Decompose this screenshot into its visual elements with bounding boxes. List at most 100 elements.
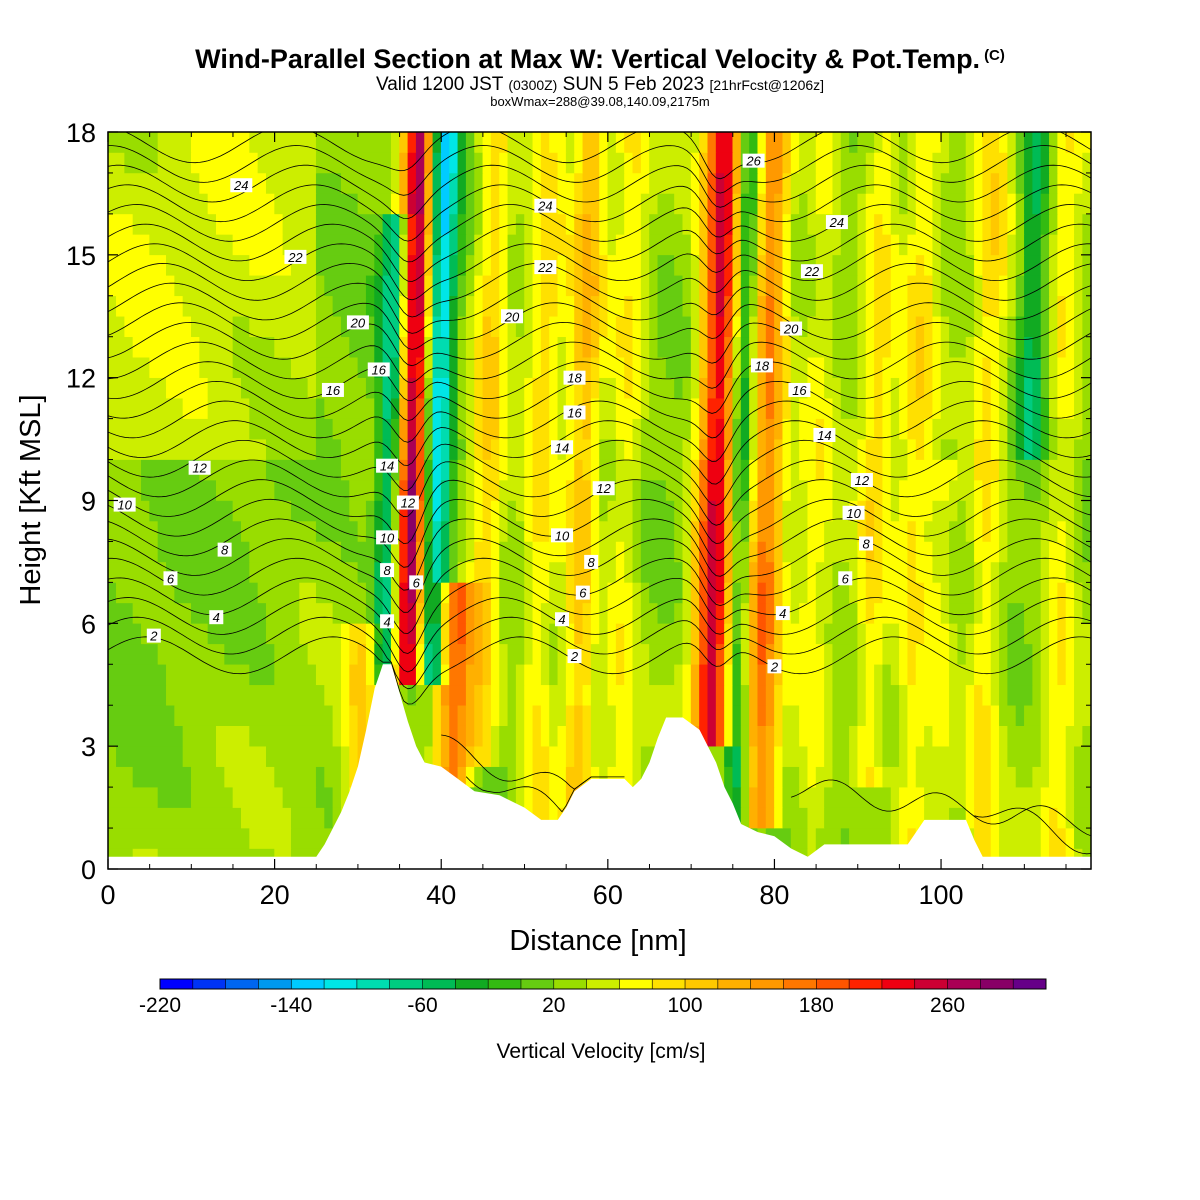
velocity-cell <box>982 520 992 542</box>
velocity-cell <box>949 582 975 604</box>
velocity-cell <box>465 766 475 788</box>
velocity-cell <box>415 213 425 235</box>
velocity-cell <box>724 459 734 481</box>
velocity-cell <box>1024 602 1042 624</box>
velocity-cell <box>274 663 317 686</box>
velocity-cell <box>749 172 759 194</box>
velocity-cell <box>574 500 592 522</box>
velocity-cell <box>757 561 775 583</box>
theta-contour <box>124 132 1091 180</box>
chart-subtitle: Valid 1200 JST (0300Z) SUN 5 Feb 2023 [2… <box>0 74 1200 96</box>
velocity-cell <box>399 520 409 542</box>
velocity-cell <box>824 377 842 399</box>
velocity-cell <box>515 745 525 767</box>
velocity-cell <box>565 684 575 706</box>
velocity-cell <box>524 438 534 460</box>
velocity-cell <box>865 336 875 358</box>
velocity-cell <box>1040 807 1050 829</box>
velocity-cell <box>690 172 700 194</box>
velocity-cell <box>615 745 634 767</box>
velocity-cell <box>415 254 425 276</box>
velocity-cell <box>974 459 1000 481</box>
velocity-cell <box>1065 766 1075 788</box>
velocity-cell <box>974 520 984 542</box>
velocity-cell <box>965 336 975 358</box>
velocity-cell <box>490 234 500 256</box>
velocity-cell <box>340 725 350 747</box>
velocity-cell <box>507 254 525 276</box>
velocity-cell <box>932 541 950 563</box>
velocity-cell <box>407 541 417 563</box>
velocity-cell <box>274 193 317 215</box>
velocity-cell <box>765 234 775 256</box>
velocity-cell <box>1040 234 1050 256</box>
velocity-cell <box>474 295 484 317</box>
velocity-cell <box>507 684 517 706</box>
velocity-cell <box>940 336 950 358</box>
velocity-cell <box>874 397 884 419</box>
velocity-cell <box>699 725 709 747</box>
velocity-cell <box>599 438 617 460</box>
velocity-cell <box>432 193 442 215</box>
velocity-cell <box>457 275 467 297</box>
velocity-cell <box>1049 397 1058 419</box>
velocity-cell <box>440 623 450 645</box>
velocity-cell <box>832 315 859 338</box>
velocity-cell <box>982 132 1000 153</box>
velocity-cell <box>1007 234 1017 256</box>
velocity-cell <box>940 602 950 624</box>
velocity-cell <box>774 213 784 235</box>
velocity-cell <box>632 520 642 542</box>
velocity-cell <box>424 459 434 481</box>
velocity-cell <box>624 541 634 563</box>
velocity-cell <box>649 295 659 317</box>
velocity-cell <box>315 582 367 604</box>
velocity-cell <box>432 500 442 522</box>
velocity-cell <box>499 684 509 706</box>
velocity-cell <box>990 377 1000 399</box>
velocity-cell <box>740 663 750 686</box>
velocity-cell <box>649 254 659 276</box>
velocity-cell <box>690 663 700 686</box>
velocity-cell <box>724 500 734 522</box>
velocity-cell <box>724 213 734 235</box>
velocity-cell <box>599 315 609 338</box>
velocity-cell <box>765 684 775 706</box>
velocity-cell <box>232 336 275 358</box>
velocity-cell <box>640 602 659 624</box>
velocity-cell <box>757 500 775 522</box>
velocity-cell <box>524 459 534 481</box>
velocity-cell <box>724 254 734 276</box>
colorbar-swatch <box>258 979 292 989</box>
velocity-cell <box>782 213 792 235</box>
velocity-cell <box>649 397 692 419</box>
velocity-cell <box>449 704 459 726</box>
velocity-cell <box>599 234 609 256</box>
velocity-cell <box>724 275 734 297</box>
velocity-cell <box>1057 418 1083 440</box>
velocity-cell <box>1049 745 1067 767</box>
velocity-cell <box>465 377 475 399</box>
velocity-cell <box>1024 172 1033 194</box>
velocity-cell <box>815 582 834 604</box>
velocity-cell <box>1074 643 1091 665</box>
velocity-cell <box>374 561 384 583</box>
velocity-cell <box>365 602 375 624</box>
velocity-cell <box>640 295 650 317</box>
velocity-cell <box>940 172 967 194</box>
velocity-cell <box>757 397 767 419</box>
velocity-cell <box>157 541 250 563</box>
velocity-cell <box>724 561 734 583</box>
velocity-cell <box>624 132 642 153</box>
velocity-cell <box>849 561 859 583</box>
velocity-cell <box>340 541 375 563</box>
velocity-cell <box>990 520 1000 542</box>
velocity-cell <box>615 132 625 153</box>
velocity-cell <box>907 561 917 583</box>
velocity-cell <box>932 172 942 194</box>
velocity-cell <box>108 602 134 624</box>
velocity-cell <box>757 766 767 788</box>
velocity-cell <box>607 132 617 153</box>
velocity-cell <box>440 152 450 174</box>
velocity-cell <box>799 397 834 419</box>
